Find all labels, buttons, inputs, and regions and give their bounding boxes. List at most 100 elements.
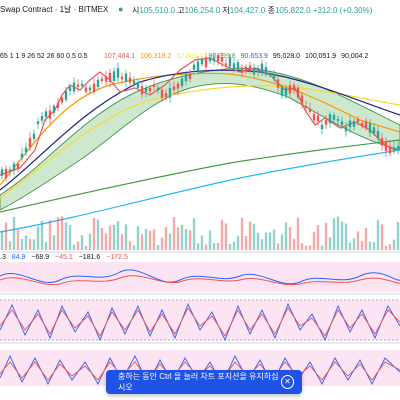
volume-bar — [132, 245, 136, 250]
candle-body — [256, 67, 260, 72]
hint-toast: 충하는 동안 Ctrl 을 눌러 차트 포지션을 유지하십시오 ✕ — [106, 370, 302, 394]
candle-body — [380, 138, 384, 146]
candle-body — [144, 88, 148, 92]
volume-bar — [364, 227, 368, 250]
volume-bar — [288, 227, 292, 250]
volume-bar — [244, 236, 248, 250]
ma-values-row: 107,484.1 106,318.2 92,860.0 90,299.8 90… — [104, 53, 371, 60]
candle-body — [232, 63, 236, 69]
candle-body — [76, 84, 80, 87]
volume-bar — [28, 238, 32, 250]
volume-bar — [160, 237, 164, 250]
osc-value: .3 — [0, 254, 6, 261]
volume-bar — [232, 241, 236, 250]
candle-body — [40, 116, 44, 121]
volume-bar — [380, 224, 384, 250]
candle-body — [104, 76, 108, 82]
volume-bar — [60, 216, 64, 250]
indicator-params[interactable]: 65 1 1 9 26 52 26 60 0.5 0.5 — [0, 53, 88, 60]
candle-body — [48, 110, 52, 119]
volume-bar — [276, 243, 280, 250]
candle-body — [200, 59, 204, 65]
ma-value: 100,051.9 — [305, 53, 337, 60]
ma-value: 90,653.9 — [240, 53, 268, 60]
ma-value: 95,028.0 — [272, 53, 301, 60]
volume-bar — [168, 233, 172, 250]
oscillator-line-red — [0, 275, 400, 286]
volume-bar — [96, 219, 100, 250]
candle-body — [308, 108, 312, 113]
volume-bar — [368, 241, 372, 250]
volume-bar — [24, 235, 28, 250]
volume-bar — [228, 244, 232, 250]
volume-bar — [292, 238, 296, 250]
volume-bar — [284, 222, 288, 250]
candle-body — [296, 87, 300, 98]
candle-body — [280, 87, 284, 96]
candle-body — [328, 114, 332, 124]
candle-body — [264, 67, 268, 75]
close-icon[interactable]: ✕ — [280, 375, 294, 389]
volume-bar — [36, 226, 40, 250]
volume-bar — [396, 221, 400, 250]
volume-bar — [192, 218, 196, 250]
volume-bar — [16, 229, 20, 250]
volume-bar — [264, 232, 268, 250]
volume-bar — [64, 222, 68, 250]
candle-body — [204, 57, 208, 68]
candle-body — [316, 115, 320, 122]
candle-body — [272, 74, 276, 79]
volume-bar — [204, 244, 208, 250]
ma-value: 90,299.8 — [208, 53, 236, 60]
volume-bar — [260, 239, 264, 250]
volume-bar — [188, 230, 192, 250]
candle-body — [372, 127, 376, 134]
candles-group — [0, 52, 400, 181]
volume-bar — [348, 242, 352, 250]
volume-bar — [248, 221, 252, 250]
ma-value: 106,318.2 — [140, 53, 172, 60]
candle-body — [56, 102, 60, 108]
volume-bar — [280, 234, 284, 250]
candle-body — [156, 87, 160, 91]
volume-bar — [180, 224, 184, 250]
volume-bar — [172, 217, 176, 250]
ma-line-yellow — [0, 85, 400, 199]
candle-body — [108, 72, 112, 82]
candle-body — [396, 146, 400, 150]
volume-bar — [184, 228, 188, 250]
candle-body — [92, 83, 96, 92]
osc-value: −181.6 — [78, 254, 101, 261]
candle-body — [184, 74, 188, 82]
candle-body — [180, 78, 184, 87]
volume-bar — [392, 239, 396, 250]
volume-bar — [4, 222, 8, 250]
volume-bar — [340, 221, 344, 250]
close-value: 105,822.0 — [274, 6, 311, 15]
candle-body — [288, 85, 292, 94]
candle-body — [148, 87, 152, 92]
candle-body — [100, 78, 104, 82]
volume-bar — [352, 238, 356, 250]
candle-body — [340, 121, 344, 126]
candle-body — [140, 86, 144, 95]
symbol-legend: Swap Contract · 1날 · BITMEX ● 시105,510.0… — [0, 0, 400, 20]
volume-bar — [272, 229, 276, 250]
volume-bar — [0, 230, 4, 250]
volume-bar — [92, 218, 96, 250]
candle-body — [236, 62, 240, 70]
ohlc-values: 시105,510.0 고106,254.0 저104,427.0 종105,82… — [132, 5, 372, 16]
osc-value: −172.5 — [106, 254, 128, 261]
symbol-title[interactable]: Swap Contract · 1날 · BITMEX — [0, 5, 109, 14]
candle-body — [116, 68, 120, 78]
candle-body — [260, 63, 264, 73]
candle-body — [132, 80, 136, 84]
volume-bar — [56, 217, 60, 250]
candle-body — [320, 124, 324, 130]
candle-body — [16, 163, 20, 169]
ma-value: 90,004.2 — [341, 53, 369, 60]
candle-body — [96, 79, 100, 88]
volume-bar — [108, 225, 112, 250]
candle-body — [220, 57, 224, 62]
